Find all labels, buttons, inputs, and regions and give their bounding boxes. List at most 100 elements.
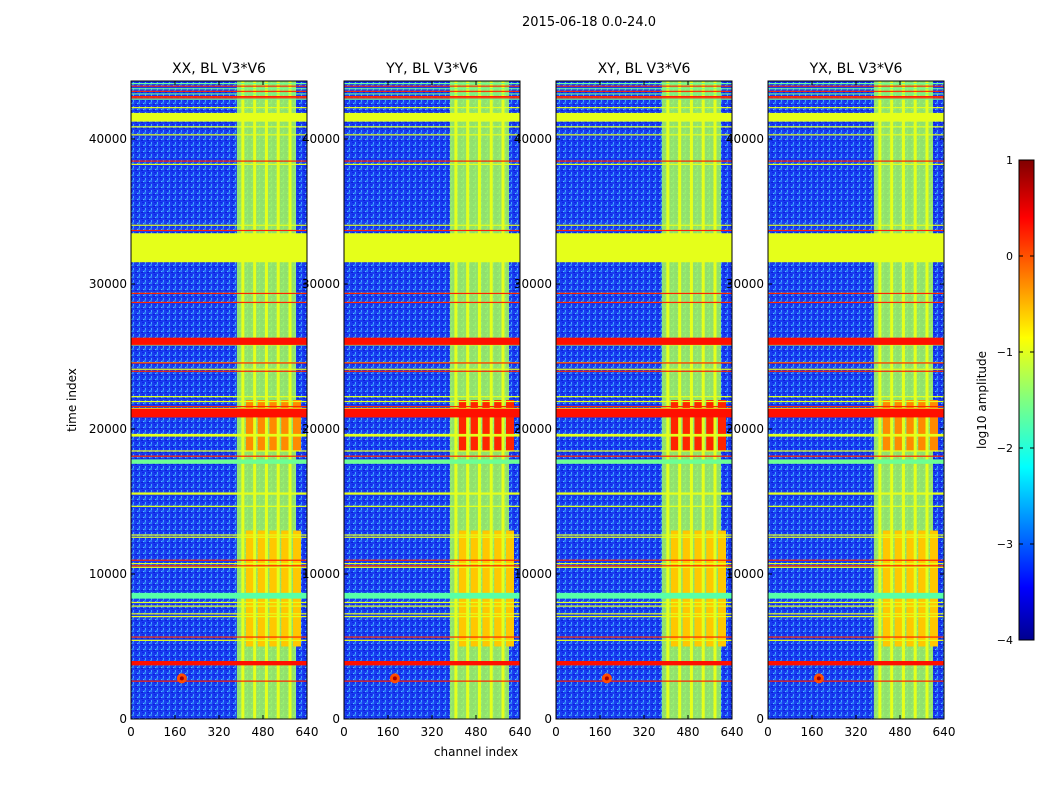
flagged-time-line xyxy=(556,455,732,457)
flagged-time-line xyxy=(344,396,520,398)
x-tick-label: 480 xyxy=(252,725,275,739)
flagged-time-line xyxy=(131,565,307,567)
flagged-time-line xyxy=(344,601,520,604)
flagged-time-line xyxy=(556,229,732,232)
rfi-bright-patch xyxy=(470,530,479,647)
flagged-time-line xyxy=(131,292,307,295)
flagged-time-line xyxy=(768,605,944,607)
y-tick-label: 40000 xyxy=(302,132,340,146)
flagged-time-line xyxy=(131,400,307,403)
rfi-stripe xyxy=(288,81,292,719)
flagged-time-line xyxy=(768,93,944,95)
flagged-time-line xyxy=(344,362,520,364)
rfi-bright-patch xyxy=(494,530,503,647)
rfi-stripe xyxy=(890,81,894,719)
flagged-time-line xyxy=(131,370,307,372)
flagged-time-band xyxy=(556,592,732,599)
flagged-time-line xyxy=(131,636,307,638)
flagged-time-line xyxy=(768,98,944,100)
y-tick-label: 30000 xyxy=(89,277,127,291)
flagged-time-line xyxy=(344,98,520,100)
flagged-time-line xyxy=(344,455,520,457)
rfi-bright-patch xyxy=(281,530,290,647)
flagged-time-line xyxy=(556,559,732,561)
x-tick-label: 0 xyxy=(552,725,560,739)
flagged-time-line xyxy=(556,434,732,436)
rfi-bright-patch xyxy=(670,400,679,451)
x-tick-label: 160 xyxy=(164,725,187,739)
x-tick-label: 480 xyxy=(889,725,912,739)
colorbar-tick-label: 0 xyxy=(1006,250,1013,263)
rfi-bright-patch xyxy=(894,530,903,647)
source-core xyxy=(392,676,397,681)
flagged-time-line xyxy=(131,536,307,538)
rfi-stripe xyxy=(264,81,268,719)
flagged-time-line xyxy=(344,493,520,495)
flagged-time-line xyxy=(131,405,307,408)
flagged-time-band xyxy=(344,661,520,666)
y-tick-label: 10000 xyxy=(302,567,340,581)
flagged-time-line xyxy=(556,107,732,109)
y-tick-label: 20000 xyxy=(726,422,764,436)
x-axis-label: channel index xyxy=(434,745,518,759)
flagged-time-line xyxy=(768,565,944,567)
flagged-time-line xyxy=(556,615,732,618)
shared-axis-labels: channel index time index xyxy=(65,368,518,759)
flagged-time-line xyxy=(556,362,732,364)
flagged-time-line xyxy=(131,605,307,607)
x-tick-label: 480 xyxy=(677,725,700,739)
rfi-bright-patch xyxy=(269,400,278,451)
flagged-time-line xyxy=(556,605,732,607)
flagged-time-line xyxy=(131,93,307,95)
rfi-bright-patch xyxy=(293,530,301,647)
flagged-time-line xyxy=(131,601,307,604)
flagged-time-band xyxy=(131,233,307,263)
colorbar-label: log10 amplitude xyxy=(975,351,989,449)
flagged-time-line xyxy=(556,613,732,615)
flagged-time-line xyxy=(768,96,944,98)
flagged-time-line xyxy=(556,407,732,410)
flagged-time-band xyxy=(344,233,520,263)
rfi-stripe xyxy=(678,81,682,719)
flagged-time-line xyxy=(556,98,732,100)
flagged-time-line xyxy=(131,492,307,494)
flagged-time-line xyxy=(131,566,307,568)
rfi-stripe xyxy=(913,81,917,719)
flagged-time-line xyxy=(556,93,732,95)
figure-suptitle: 2015-06-18 0.0-24.0 xyxy=(522,15,656,30)
flagged-time-line xyxy=(344,433,520,436)
x-tick-label: 320 xyxy=(208,725,231,739)
y-tick-label: 20000 xyxy=(302,422,340,436)
flagged-time-line xyxy=(768,407,944,410)
rfi-stripe xyxy=(477,81,481,719)
flagged-time-line xyxy=(344,615,520,618)
rfi-bright-patch xyxy=(918,530,927,647)
flagged-time-line xyxy=(556,433,732,436)
flagged-time-band xyxy=(344,337,520,345)
flagged-time-band xyxy=(344,592,520,599)
flagged-time-line xyxy=(768,493,944,495)
flagged-time-band xyxy=(556,112,732,122)
flagged-time-line xyxy=(768,559,944,561)
flagged-time-line xyxy=(768,405,944,408)
flagged-time-line xyxy=(131,362,307,364)
flagged-time-band xyxy=(344,112,520,122)
flagged-time-line xyxy=(131,680,307,682)
rfi-stripe xyxy=(466,81,470,719)
flagged-time-line xyxy=(768,85,944,87)
flagged-time-line xyxy=(344,126,520,128)
flagged-time-band xyxy=(556,459,732,464)
y-tick-label: 40000 xyxy=(514,132,552,146)
flagged-time-line xyxy=(768,639,944,641)
flagged-time-band xyxy=(768,112,944,122)
flagged-time-line xyxy=(131,562,307,565)
y-tick-label: 0 xyxy=(332,712,340,726)
flagged-time-line xyxy=(344,96,520,98)
source-core xyxy=(816,676,821,681)
rfi-bright-patch xyxy=(293,400,301,451)
flagged-time-line xyxy=(344,370,520,372)
flagged-time-line xyxy=(344,639,520,641)
y-tick-label: 40000 xyxy=(726,132,764,146)
rfi-bright-patch xyxy=(245,530,254,647)
flagged-time-line xyxy=(131,615,307,618)
